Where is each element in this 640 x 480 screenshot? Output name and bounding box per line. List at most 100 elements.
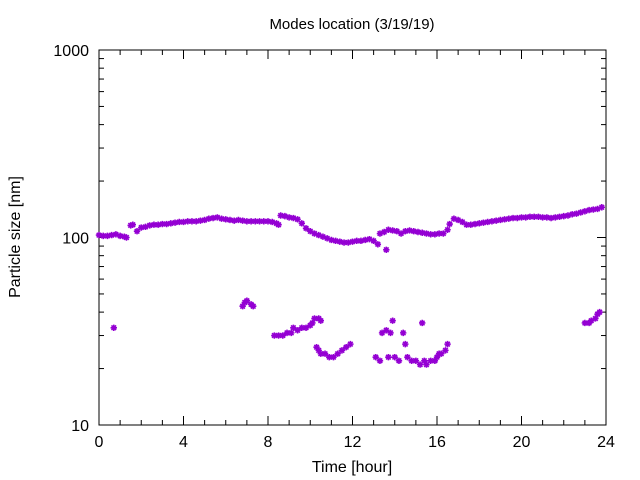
- data-point: [497, 216, 504, 224]
- data-point: [116, 232, 124, 240]
- data-point: [444, 340, 451, 348]
- data-point: [389, 227, 396, 234]
- data-point: [281, 212, 289, 220]
- data-point: [564, 212, 572, 219]
- data-point: [480, 219, 487, 226]
- data-point: [133, 228, 141, 235]
- data-point: [184, 218, 191, 225]
- data-point: [353, 237, 360, 245]
- data-point: [400, 329, 407, 337]
- data-point: [323, 235, 331, 242]
- data-point: [488, 218, 496, 225]
- data-point: [518, 214, 525, 221]
- data-point: [159, 220, 166, 228]
- data-point: [123, 234, 130, 241]
- data-point: [129, 221, 136, 228]
- data-point: [383, 246, 390, 253]
- data-point: [423, 230, 430, 237]
- data-point: [311, 230, 318, 237]
- data-point: [598, 204, 605, 211]
- data-point: [275, 221, 282, 228]
- data-point: [321, 350, 329, 357]
- data-point: [484, 218, 491, 226]
- data-point: [112, 231, 120, 238]
- data-point: [383, 327, 390, 334]
- data-point: [328, 236, 335, 244]
- data-point: [163, 220, 170, 228]
- data-point: [588, 317, 595, 324]
- data-point: [275, 332, 282, 339]
- data-point: [294, 216, 301, 223]
- data-point: [412, 357, 420, 364]
- data-point: [416, 361, 424, 368]
- data-point: [370, 237, 377, 245]
- data-point: [395, 357, 403, 364]
- data-point: [330, 353, 337, 361]
- data-point: [450, 215, 458, 222]
- data-point: [427, 231, 434, 238]
- data-point: [577, 209, 584, 216]
- data-point: [476, 220, 483, 227]
- y-tick-labels: 10 100 1000: [53, 43, 89, 435]
- data-point: [192, 218, 200, 225]
- data-point: [459, 218, 466, 226]
- data-point: [442, 347, 449, 354]
- plot-area-border: [98, 49, 607, 426]
- data-point: [505, 215, 513, 222]
- data-point: [509, 214, 517, 222]
- data-point: [376, 230, 384, 237]
- data-point: [581, 319, 589, 327]
- data-point: [374, 241, 382, 248]
- data-point: [402, 340, 409, 348]
- data-point: [378, 329, 386, 337]
- data-point: [408, 357, 415, 364]
- x-tick-labels: 0 4 8 12 16 20 24: [95, 434, 615, 451]
- data-point: [556, 213, 563, 220]
- data-point: [585, 206, 593, 214]
- data-point: [104, 232, 111, 240]
- data-point: [138, 224, 145, 231]
- data-points: [95, 204, 605, 368]
- data-point: [414, 228, 422, 236]
- data-point: [463, 221, 470, 228]
- data-point: [319, 233, 327, 240]
- data-point: [290, 324, 297, 331]
- data-point: [410, 228, 417, 235]
- data-point: [247, 218, 255, 225]
- data-point: [431, 231, 439, 238]
- data-point: [279, 332, 286, 339]
- x-tick-label: 8: [264, 434, 273, 451]
- data-point: [197, 217, 204, 224]
- data-point: [307, 228, 314, 235]
- data-point: [547, 214, 555, 222]
- data-point: [552, 214, 559, 221]
- data-point: [345, 239, 352, 246]
- data-point: [288, 329, 295, 337]
- data-point: [347, 340, 354, 348]
- x-tick-label: 4: [179, 434, 188, 451]
- data-point: [218, 215, 225, 222]
- data-point: [389, 317, 396, 324]
- data-point: [285, 214, 293, 221]
- data-point: [419, 229, 426, 236]
- data-point: [298, 220, 305, 227]
- data-point: [252, 218, 259, 225]
- data-point: [260, 218, 267, 225]
- data-point: [332, 237, 339, 245]
- data-point: [380, 228, 388, 236]
- data-point: [444, 226, 451, 233]
- data-point: [433, 353, 441, 361]
- data-point: [492, 217, 500, 224]
- data-point: [357, 237, 365, 245]
- data-point: [176, 218, 183, 226]
- data-point: [404, 353, 411, 361]
- data-point: [338, 347, 346, 354]
- x-tick-label: 16: [428, 434, 446, 451]
- data-point: [514, 214, 521, 222]
- data-point: [121, 233, 128, 240]
- data-point: [522, 214, 529, 221]
- data-point: [402, 228, 409, 235]
- data-point: [309, 319, 316, 327]
- y-tick-label: 100: [62, 231, 89, 248]
- y-tick-label: 10: [71, 418, 89, 435]
